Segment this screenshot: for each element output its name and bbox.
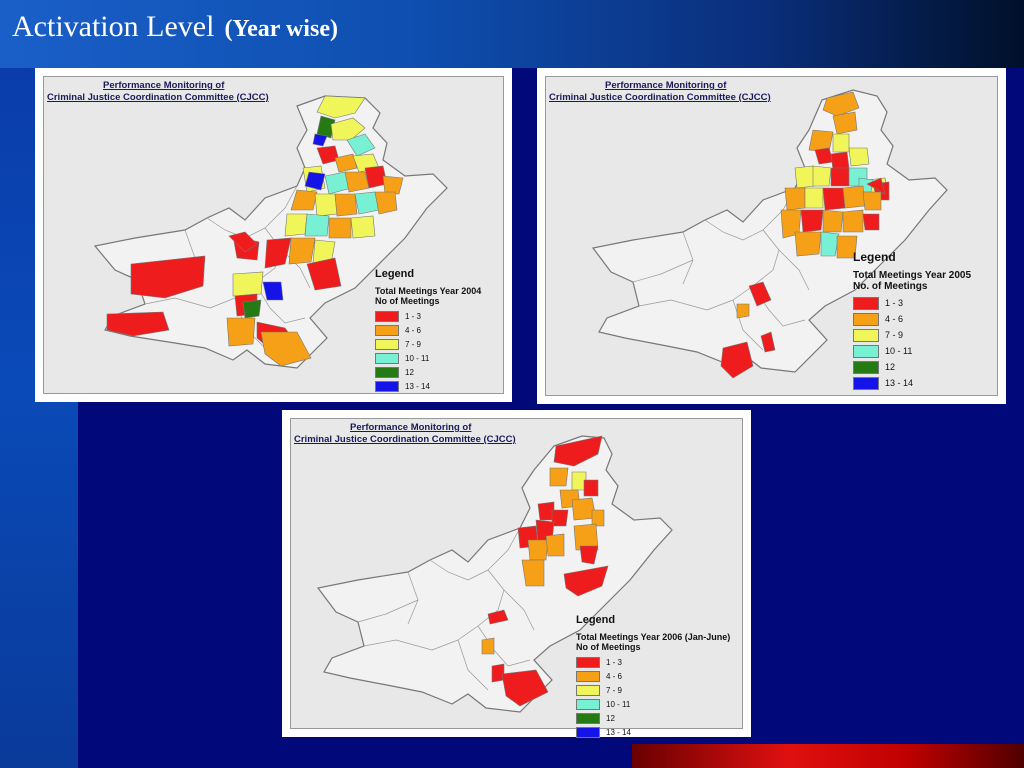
legend-label: 13 - 14 — [405, 381, 430, 391]
legend-item: 1 - 3 — [375, 309, 481, 323]
map-header-line2: Criminal Justice Coordination Committee … — [47, 92, 269, 103]
district-fills-2004 — [106, 95, 404, 367]
legend-unit: No of Meetings — [576, 642, 641, 652]
legend-item: 13 - 14 — [375, 379, 481, 393]
legend-2006: Legend Total Meetings Year 2006 (Jan-Jun… — [576, 614, 730, 739]
map-header-line1: Performance Monitoring of — [350, 422, 472, 433]
legend-2005: Legend Total Meetings Year 2005 No. of M… — [853, 250, 971, 391]
map-card-2004: Performance Monitoring of Criminal Justi… — [35, 68, 512, 402]
legend-rows: 1 - 3 4 - 6 7 - 9 10 - 11 12 13 - 14 — [375, 309, 481, 393]
legend-swatch — [375, 338, 399, 350]
map-header: Performance Monitoring of Criminal Justi… — [549, 80, 771, 104]
map-header-line2: Criminal Justice Coordination Committee … — [549, 92, 771, 103]
legend-label: 1 - 3 — [606, 657, 623, 667]
legend-label: 1 - 3 — [885, 298, 904, 308]
pakistan-district-map — [316, 435, 673, 713]
legend-item: 1 - 3 — [853, 295, 971, 311]
legend-item: 12 — [853, 359, 971, 375]
legend-swatch — [576, 712, 600, 724]
legend-swatch — [853, 328, 879, 342]
legend-item: 10 - 11 — [853, 343, 971, 359]
legend-label: 7 - 9 — [885, 330, 904, 340]
legend-swatch — [853, 360, 879, 374]
legend-title: Legend — [853, 250, 896, 264]
title-text: Activation Level — [12, 10, 215, 43]
legend-item: 7 - 9 — [375, 337, 481, 351]
title-bar: Activation Level (Year wise) — [0, 0, 1024, 68]
legend-item: 4 - 6 — [853, 311, 971, 327]
legend-item: 10 - 11 — [576, 697, 730, 711]
legend-swatch — [576, 656, 600, 668]
legend-swatch — [853, 296, 879, 310]
legend-label: 4 - 6 — [885, 314, 904, 324]
map-header-line1: Performance Monitoring of — [605, 80, 727, 91]
legend-label: 1 - 3 — [405, 311, 422, 321]
district-fills-2005 — [720, 91, 890, 379]
legend-item: 7 - 9 — [576, 683, 730, 697]
legend-item: 13 - 14 — [576, 725, 730, 739]
legend-unit: No of Meetings — [375, 296, 440, 306]
legend-swatch — [853, 312, 879, 326]
legend-item: 12 — [576, 711, 730, 725]
legend-item: 12 — [375, 365, 481, 379]
legend-item: 10 - 11 — [375, 351, 481, 365]
legend-swatch — [375, 310, 399, 322]
pakistan-district-map — [591, 89, 948, 379]
legend-label: 12 — [606, 713, 615, 723]
legend-rows: 1 - 3 4 - 6 7 - 9 10 - 11 12 13 - 14 — [853, 295, 971, 391]
legend-label: 12 — [405, 367, 414, 377]
legend-swatch — [375, 366, 399, 378]
bottom-red-accent-bar — [632, 744, 1024, 768]
legend-swatch — [375, 352, 399, 364]
legend-label: 7 - 9 — [606, 685, 623, 695]
legend-swatch — [576, 684, 600, 696]
legend-label: 10 - 11 — [885, 346, 913, 356]
pakistan-district-map — [93, 95, 448, 369]
legend-unit: No. of Meetings — [853, 281, 928, 292]
legend-item: 1 - 3 — [576, 655, 730, 669]
legend-subtitle: Total Meetings Year 2004 — [375, 286, 482, 296]
map-card-2006: Performance Monitoring of Criminal Justi… — [282, 410, 751, 739]
slide-title: Activation Level (Year wise) — [12, 10, 338, 44]
legend-label: 13 - 14 — [606, 727, 631, 737]
legend-swatch — [375, 380, 399, 392]
map-header: Performance Monitoring of Criminal Justi… — [47, 80, 269, 104]
legend-swatch — [576, 670, 600, 682]
legend-item: 7 - 9 — [853, 327, 971, 343]
legend-title: Legend — [576, 614, 616, 626]
legend-label: 10 - 11 — [405, 353, 430, 363]
legend-item: 13 - 14 — [853, 375, 971, 391]
legend-label: 4 - 6 — [405, 325, 422, 335]
district-fills-2006 — [481, 435, 609, 707]
legend-label: 10 - 11 — [606, 699, 631, 709]
legend-swatch — [576, 726, 600, 738]
legend-item: 4 - 6 — [576, 669, 730, 683]
legend-label: 7 - 9 — [405, 339, 422, 349]
legend-2004: Legend Total Meetings Year 2004 No of Me… — [375, 268, 481, 393]
legend-label: 13 - 14 — [885, 378, 914, 388]
legend-rows: 1 - 3 4 - 6 7 - 9 10 - 11 12 13 - 14 — [576, 655, 730, 739]
legend-title: Legend — [375, 268, 415, 280]
legend-swatch — [375, 324, 399, 336]
map-card-2005: Performance Monitoring of Criminal Justi… — [537, 68, 1006, 404]
legend-swatch — [576, 698, 600, 710]
legend-swatch — [853, 344, 879, 358]
map-header-line1: Performance Monitoring of — [103, 80, 225, 91]
legend-label: 4 - 6 — [606, 671, 623, 681]
legend-swatch — [853, 376, 879, 390]
legend-label: 12 — [885, 362, 896, 372]
legend-subtitle: Total Meetings Year 2006 (Jan-June) — [576, 632, 731, 642]
legend-item: 4 - 6 — [375, 323, 481, 337]
map-header-line2: Criminal Justice Coordination Committee … — [294, 434, 516, 445]
legend-subtitle: Total Meetings Year 2005 — [853, 270, 972, 281]
title-subtitle: (Year wise) — [224, 16, 338, 42]
map-header: Performance Monitoring of Criminal Justi… — [294, 422, 516, 446]
